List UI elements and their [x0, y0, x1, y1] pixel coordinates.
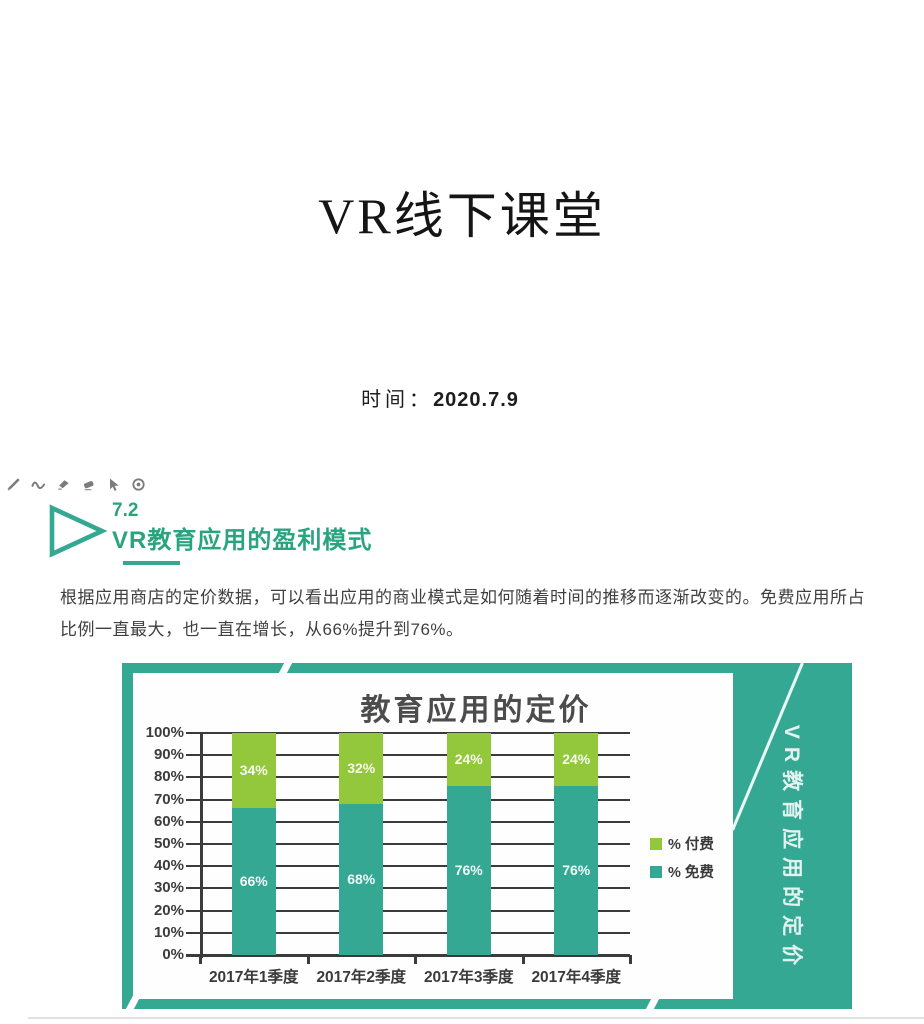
section-heading: VR教育应用的盈利模式	[112, 527, 373, 554]
bar-segment-paid	[231, 733, 276, 809]
gridline	[186, 732, 630, 734]
side-banner	[733, 663, 852, 999]
bar-segment-free	[339, 804, 384, 955]
y-axis-tick-label: 0%	[162, 946, 184, 963]
x-axis-tick	[521, 955, 525, 964]
x-axis-category-label: 2017年4季度	[531, 969, 622, 986]
x-axis-category-label: 2017年3季度	[423, 969, 514, 986]
time-line: 时间：2020.7.9	[0, 383, 880, 412]
paragraph-line-1: 根据应用商店的定价数据，可以看出应用的商业模式是如何随着时间的推移而逐渐改变的。…	[60, 588, 865, 607]
bar-segment-free	[446, 786, 491, 955]
bar-label-paid: 34%	[239, 761, 268, 778]
time-label: 时间：	[361, 389, 434, 411]
x-axis-category-label: 2017年2季度	[316, 969, 407, 986]
x-axis-tick	[306, 955, 310, 964]
x-axis-tick	[629, 955, 632, 964]
page-bottom-edge	[28, 1017, 924, 1019]
legend-item: % 免费	[650, 861, 714, 882]
y-axis-tick-label: 60%	[153, 812, 184, 830]
cursor-icon[interactable]	[106, 476, 121, 492]
gridline	[186, 865, 630, 868]
body-paragraph: 根据应用商店的定价数据，可以看出应用的商业模式是如何随着时间的推移而逐渐改变的。…	[60, 582, 870, 646]
bar-segment-paid	[554, 733, 599, 787]
eraser-icon[interactable]	[81, 476, 96, 492]
bar-label-free: 76%	[454, 861, 483, 878]
paragraph-line-2: 比例一直最大，也一直在增长，从66%提升到76%。	[60, 620, 464, 639]
bar-label-free: 76%	[562, 861, 591, 878]
gridline	[186, 887, 630, 890]
y-axis-tick-label: 10%	[153, 923, 184, 941]
target-icon[interactable]	[131, 476, 146, 492]
y-axis-tick-label: 100%	[145, 724, 184, 741]
bar-label-free: 66%	[239, 872, 268, 889]
y-axis-tick-label: 30%	[153, 879, 184, 897]
bar-segment-paid	[446, 733, 491, 787]
legend-swatch	[650, 865, 662, 878]
bar-segment-free	[554, 786, 599, 955]
pen-icon[interactable]	[6, 476, 21, 492]
bar-label-paid: 24%	[454, 750, 483, 767]
y-axis-line	[200, 733, 203, 958]
gridline	[186, 754, 630, 757]
y-axis-tick-label: 70%	[153, 790, 184, 808]
highlighter-icon[interactable]	[56, 476, 71, 492]
frame-left-bar	[122, 663, 133, 1009]
legend-label: % 免费	[668, 865, 714, 881]
pricing-chart-figure: 教育应用的定价 100% 90% 80% 70% 60% 50% 40% 30% 20% 10% 0…	[122, 659, 855, 1013]
page-title: VR线下课堂	[318, 188, 606, 244]
y-axis-tick-label: 20%	[153, 901, 184, 919]
wave-icon[interactable]	[31, 476, 46, 492]
gridline	[186, 820, 630, 823]
bar-label-paid: 24%	[562, 750, 591, 767]
gridline	[186, 776, 630, 779]
chart-title: 教育应用的定价	[360, 694, 592, 727]
legend-item: % 付费	[650, 833, 714, 854]
y-axis-tick-label: 50%	[153, 835, 184, 852]
gridline	[186, 931, 630, 934]
x-axis-tick	[414, 955, 417, 964]
section-triangle-icon	[49, 504, 108, 558]
bar-label-paid: 32%	[347, 759, 376, 776]
bar-segment-paid	[339, 733, 384, 805]
annotation-toolbar	[6, 476, 146, 492]
time-value: 2020.7.9	[433, 389, 519, 411]
y-axis-tick-label: 40%	[153, 857, 184, 875]
section-underline	[123, 561, 180, 565]
legend-swatch	[650, 837, 662, 850]
frame-bottom-bar	[122, 999, 852, 1009]
x-axis-line	[186, 954, 630, 957]
legend-label: % 付费	[668, 837, 714, 853]
frame-top-bar	[122, 663, 852, 673]
gridline	[186, 798, 630, 801]
bar-segment-free	[231, 808, 276, 955]
x-axis-tick	[199, 955, 202, 964]
x-axis-category-label: 2017年1季度	[208, 969, 299, 986]
gridline	[186, 843, 630, 845]
section-number: 7.2	[112, 500, 139, 521]
bar-label-free: 68%	[347, 870, 376, 887]
side-banner-label: VR教育应用的定价	[780, 724, 803, 974]
y-axis-tick-label: 80%	[153, 768, 184, 786]
gridline	[186, 909, 630, 912]
y-axis-tick-label: 90%	[153, 746, 184, 764]
